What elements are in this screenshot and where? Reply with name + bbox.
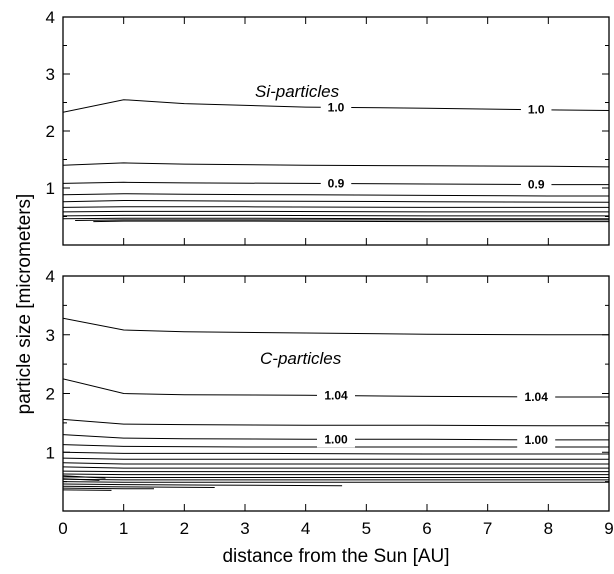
contour-label: 0.9: [328, 177, 345, 191]
x-axis-label: distance from the Sun [AU]: [222, 546, 449, 567]
contour-label: 1.00: [525, 433, 549, 447]
y-tick-label: 1: [46, 179, 55, 198]
contour-line: [63, 478, 609, 481]
contour-line: [63, 210, 609, 213]
contour-line: [63, 485, 215, 488]
contour-line: [63, 162, 609, 168]
contour-line: [63, 199, 609, 203]
panel-label: C-particles: [260, 349, 342, 368]
x-tick-label: 1: [119, 519, 128, 538]
y-tick-label: 3: [46, 326, 55, 345]
c-particles-panel: 1.04 1.04 1.00 1.00 1 2 3 4 0 1 2 3 4 5 6 7 8 9 C-particle…: [46, 267, 614, 538]
contour-line: [93, 220, 609, 223]
contour-lines: [63, 99, 609, 223]
contour-line: [63, 470, 609, 473]
contour-label: 1.0: [528, 103, 545, 117]
contour-label: 1.00: [324, 432, 348, 446]
contour-line: [63, 483, 343, 487]
y-tick-label: 4: [46, 8, 55, 27]
x-tick-label: 5: [362, 519, 371, 538]
y-tick-label: 4: [46, 267, 55, 286]
contour-label-background: [320, 175, 352, 192]
contour-label-background: [317, 387, 355, 404]
contour-label: 1.04: [525, 390, 549, 404]
contour-line: [63, 481, 609, 483]
contour-label: 1.0: [328, 100, 345, 114]
contour-label-background: [517, 431, 556, 448]
x-tick-label: 6: [422, 519, 431, 538]
contour-label-background: [517, 388, 556, 405]
contour-line: [63, 444, 609, 448]
contour-line: [63, 478, 100, 481]
y-tick-label: 3: [46, 65, 55, 84]
contour-line: [63, 418, 609, 427]
contour-label: 0.9: [528, 178, 545, 192]
contour-line: [63, 476, 609, 478]
contour-label-background: [520, 101, 552, 118]
contour-label: 1.04: [324, 389, 348, 403]
contour-line: [63, 317, 609, 336]
plot-frame: [62, 16, 610, 246]
y-axis-label: particle size [micrometers]: [14, 194, 35, 415]
contour-label-background: [520, 176, 552, 193]
contour-line: [63, 457, 609, 460]
y-tick-label: 2: [46, 122, 55, 141]
contour-line: [63, 206, 609, 208]
contour-line: [63, 487, 154, 490]
si-particles-panel: 1.0 1.0 0.9 0.9 1 2 3 4 Si-particles: [46, 8, 610, 246]
contour-line: [63, 214, 609, 217]
contour-line: [63, 473, 609, 476]
x-tick-label: 0: [58, 519, 67, 538]
contour-line: [63, 462, 609, 465]
y-tick-label: 2: [46, 385, 55, 404]
x-tick-label: 3: [240, 519, 249, 538]
contour-line: [63, 217, 609, 220]
contour-line: [63, 466, 609, 469]
x-tick-label: 4: [301, 519, 310, 538]
x-tick-label: 2: [180, 519, 189, 538]
contour-line: [63, 451, 609, 455]
contour-line: [63, 193, 609, 197]
x-tick-label: 7: [483, 519, 492, 538]
x-tick-label: 8: [544, 519, 553, 538]
contour-line: [75, 219, 609, 221]
x-tick-label: 9: [604, 519, 613, 538]
contour-line: [63, 489, 112, 491]
y-tick-label: 1: [46, 443, 55, 462]
panel-label: Si-particles: [255, 82, 340, 101]
contour-line: [63, 475, 106, 479]
contour-label-background: [320, 99, 352, 116]
contour-label-background: [317, 431, 355, 448]
